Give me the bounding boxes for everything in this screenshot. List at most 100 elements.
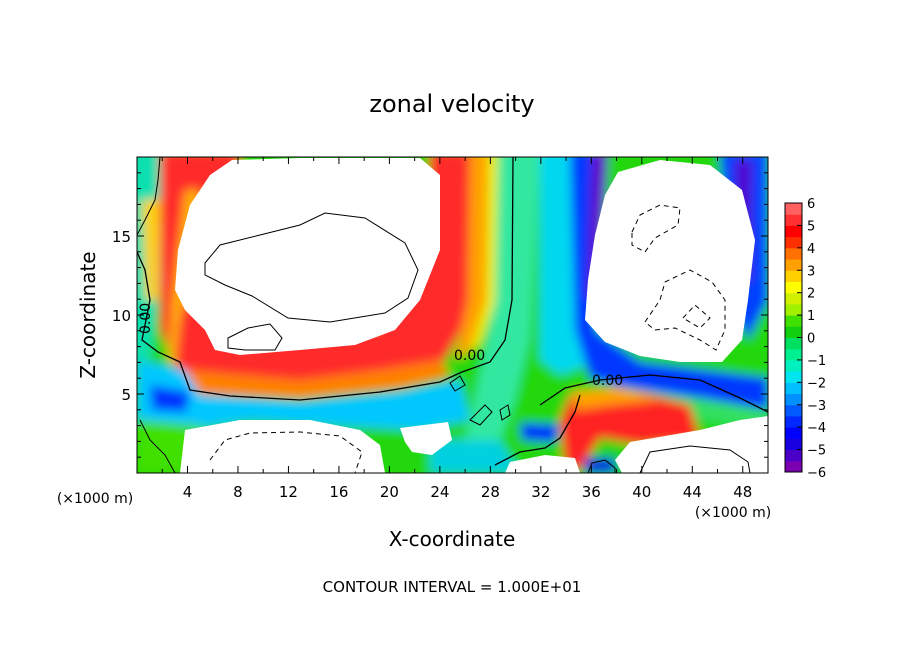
- field-bottom-cyan: [430, 440, 520, 473]
- colorbar-swatch: [785, 225, 802, 238]
- contour-bottom-left: [139, 419, 176, 473]
- masked-regions: [175, 158, 768, 473]
- colorbar-tick-label: −6: [807, 466, 826, 481]
- colorbar: 6 5 4 3 2 1 0 −1 −2 −3 −4 −5 −6: [784, 197, 826, 481]
- contour-label-right: 0.00: [592, 373, 623, 389]
- y-tick-label: 10: [112, 307, 131, 325]
- colorbar-swatch: [785, 371, 802, 383]
- masked-region-lower-left: [180, 420, 385, 473]
- contour-label-left: 0.00: [138, 303, 154, 334]
- masked-region-upper-left: [175, 158, 440, 355]
- colorbar-swatch: [785, 292, 802, 305]
- field-center-cyan: [455, 157, 540, 470]
- colorbar-tick-label: 6: [807, 197, 815, 212]
- x-tick-label: 48: [733, 483, 752, 501]
- colorbar-swatch: [785, 214, 802, 226]
- contour-bottom-lobe: [587, 459, 616, 473]
- contour-lines: [137, 157, 768, 473]
- dashed-contour-right-inner: [682, 304, 711, 329]
- dashed-contour-lower-left: [209, 431, 363, 473]
- x-tick-label: 44: [683, 483, 702, 501]
- y-axis-label: Z-coordinate: [76, 251, 100, 378]
- colorbar-tick-label: 4: [807, 242, 815, 257]
- x-axis-label: X-coordinate: [389, 527, 516, 551]
- contour-zero-right: [539, 374, 768, 413]
- x-tick-label: 20: [380, 483, 399, 501]
- chart-title: zonal velocity: [369, 90, 534, 118]
- colorbar-swatch: [785, 460, 802, 473]
- colorbar-tick-label: 0: [807, 332, 815, 347]
- masked-region-lower-center: [400, 422, 452, 455]
- colorbar-tick-label: −5: [807, 444, 826, 459]
- contour-small-loop: [227, 323, 283, 351]
- colorbar-tick-label: −1: [807, 354, 826, 369]
- colorbar-swatch: [785, 438, 802, 451]
- x-tick-label: 8: [233, 483, 243, 501]
- colorbar-swatch: [785, 404, 802, 417]
- colorbar-tick-label: 5: [807, 219, 815, 234]
- field-blue-blob-bottom: [520, 423, 560, 442]
- field-mid-cyan-band: [137, 360, 470, 440]
- contour-upper-left-loop: [204, 212, 419, 323]
- colorbar-swatch: [785, 247, 802, 260]
- x-axis: 4 8 12 16 20 24 28 32 36 40 44 48: [161, 157, 752, 501]
- y-axis: 5 10 15: [112, 172, 768, 458]
- dashed-contours: [209, 204, 726, 473]
- masked-region-bottom-center: [505, 455, 580, 473]
- field-arch-yellow-right: [470, 157, 498, 350]
- colorbar-tick-label: 1: [807, 309, 815, 324]
- colorbar-swatch: [785, 415, 802, 428]
- masked-region-upper-right: [585, 160, 755, 362]
- field-arch-orange-right: [455, 157, 490, 360]
- y-tick-label: 5: [121, 386, 131, 404]
- colorbar-swatch: [785, 203, 802, 215]
- colorbar-swatch: [785, 359, 802, 372]
- masked-region-lower-right: [615, 416, 768, 473]
- contour-interval-footer: CONTOUR INTERVAL = 1.000E+01: [323, 578, 582, 596]
- contour-label-center: 0.00: [454, 348, 485, 364]
- x-tick-label: 24: [430, 483, 449, 501]
- colorbar-swatch: [785, 326, 802, 338]
- x-tick-label: 32: [531, 483, 550, 501]
- colorbar-tick-label: 2: [807, 287, 815, 302]
- dashed-contour-right: [644, 269, 726, 351]
- colorbar-swatch: [785, 315, 802, 327]
- colorbar-tick-label: −4: [807, 421, 826, 436]
- colorbar-swatch: [785, 259, 802, 271]
- contour-small-loop-4: [499, 404, 511, 421]
- colorbar-swatch: [785, 236, 802, 249]
- x-tick-label: 4: [183, 483, 193, 501]
- x-axis-unit: (×1000 m): [695, 505, 771, 521]
- x-tick-label: 28: [481, 483, 500, 501]
- colorbar-tick-label: 3: [807, 264, 815, 279]
- colorbar-tick-label: −2: [807, 376, 826, 391]
- x-tick-label: 40: [632, 483, 651, 501]
- contour-left-edge: [137, 157, 161, 236]
- field-warm-lobe-red: [560, 392, 700, 470]
- x-tick-label: 16: [329, 483, 348, 501]
- field-mid-blue-blob: [150, 385, 190, 412]
- field-warm-lobe-orange: [572, 388, 660, 410]
- field-bottom-orange-band: [185, 360, 450, 398]
- plot-area: [137, 157, 768, 473]
- x-tick-label: 36: [582, 483, 601, 501]
- colorbar-swatch: [785, 449, 802, 462]
- colorbar-tick-label: −3: [807, 399, 826, 414]
- colorbar-swatch: [785, 270, 802, 282]
- contour-zero-bottom: [494, 394, 581, 466]
- colorbar-swatch: [785, 427, 802, 439]
- colorbar-swatch: [785, 382, 802, 395]
- contour-small-loop-2: [449, 375, 466, 392]
- colorbar-swatch: [785, 393, 802, 406]
- y-tick-label: 15: [112, 228, 131, 246]
- contour-zero-left: [137, 157, 514, 401]
- field-left-warm: [142, 200, 160, 300]
- x-tick-label: 12: [279, 483, 298, 501]
- field-dark-blue-bottom: [585, 458, 615, 473]
- contour-small-loop-3: [469, 404, 493, 426]
- y-axis-unit: (×1000 m): [57, 491, 133, 507]
- colorbar-swatch: [785, 303, 802, 316]
- colorbar-swatch: [785, 337, 802, 350]
- colorbar-swatch: [785, 348, 802, 361]
